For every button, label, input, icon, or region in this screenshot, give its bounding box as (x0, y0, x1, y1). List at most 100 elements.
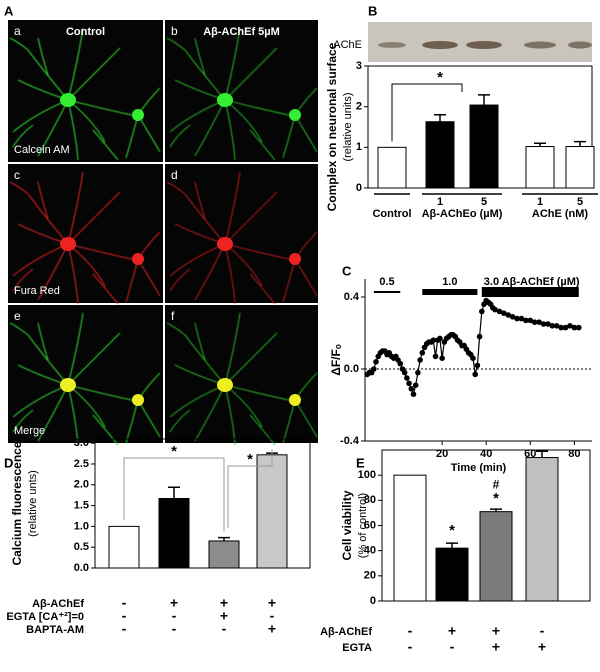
data-point (553, 323, 560, 329)
neuron-soma (289, 109, 301, 121)
bar (525, 146, 555, 189)
data-point (371, 366, 377, 372)
y-tick-label: 3 (356, 60, 362, 72)
image-title: Control (66, 26, 105, 38)
neuron-soma (132, 394, 144, 406)
blot-band (524, 41, 556, 49)
blot-band (378, 42, 406, 48)
condition-mark: + (170, 595, 178, 611)
micrograph (165, 20, 318, 162)
group-label: AChE (nM) (532, 208, 589, 220)
x-tick-label: 1 (537, 196, 543, 208)
bar (208, 540, 240, 569)
data-point (514, 315, 520, 322)
y-axis-label: (% of control) (357, 493, 369, 558)
y-axis-label: Cell viability (340, 490, 354, 560)
y-tick-label: 0.4 (344, 291, 360, 303)
bar (435, 547, 469, 602)
data-point (415, 369, 421, 376)
y-axis-label: ΔF/Fₒ (329, 344, 343, 376)
bar (565, 146, 595, 189)
treatment-period (373, 291, 401, 293)
panel-letter: C (342, 263, 352, 278)
annotation: * (493, 490, 499, 507)
data-point (527, 317, 534, 324)
x-tick-label: 5 (577, 196, 583, 208)
error-bar (446, 542, 458, 549)
bar (158, 498, 190, 569)
y-tick-label: 3.0 (74, 437, 89, 449)
neuron-soma (289, 253, 301, 265)
data-point (472, 371, 478, 378)
x-tick-label: 60 (524, 448, 536, 460)
plot-frame (94, 438, 311, 569)
data-line (366, 299, 579, 397)
y-tick-label: 60 (364, 519, 376, 531)
error-bar (490, 508, 502, 512)
condition-mark: + (448, 623, 456, 639)
neuron-soma (60, 378, 76, 392)
neuron-soma (60, 237, 76, 251)
condition-mark: - (122, 621, 127, 637)
condition-label: EGTA [CA⁺²]=0 (6, 611, 84, 623)
data-point (470, 355, 476, 362)
panel-letter: A (4, 3, 14, 18)
significance-bracket (391, 83, 463, 142)
data-point (501, 310, 507, 317)
y-tick-label: 80 (364, 494, 376, 506)
data-point (540, 321, 547, 327)
neuron-soma (289, 394, 301, 406)
group-label: Aβ-AChEo (µM) (422, 208, 503, 220)
blot-band (422, 41, 458, 49)
image-title: Aβ-AChEf 5µM (203, 26, 280, 38)
data-point (474, 362, 481, 369)
data-point (406, 380, 412, 387)
micrographs: a Control Calcein AM b Aβ-AChEf 5µM c Fura Red… (8, 20, 318, 445)
condition-mark: - (270, 608, 275, 624)
data-point (518, 315, 525, 322)
period-label: 1.0 (442, 276, 457, 288)
data-point (567, 323, 573, 329)
y-tick-label: 1.0 (74, 520, 89, 532)
data-point (408, 386, 415, 392)
data-point (479, 308, 485, 315)
period-label: 3.0 Aβ-AChEf (µM) (484, 276, 580, 288)
x-tick-label: 1 (437, 196, 443, 208)
y-axis-label: Complex on neuronal surface (325, 42, 339, 211)
condition-mark: - (172, 608, 177, 624)
neuron-soma (132, 253, 144, 265)
bar (479, 511, 513, 602)
neuron-soma (60, 93, 76, 107)
data-point (412, 382, 419, 389)
error-bar (478, 94, 490, 106)
panel-letter: E (356, 455, 365, 470)
data-point (419, 350, 426, 356)
data-point (404, 375, 410, 381)
data-point (410, 391, 417, 398)
bar (525, 457, 559, 602)
significance-bracket (123, 457, 225, 532)
image-caption: Calcein AM (14, 144, 70, 156)
bar (256, 454, 288, 569)
x-tick-label: 40 (480, 448, 492, 460)
y-axis-label: (relative units) (342, 92, 354, 161)
data-point (575, 324, 582, 331)
treatment-period (481, 287, 579, 297)
data-point (401, 369, 408, 376)
data-point (492, 306, 498, 313)
condition-mark: - (540, 623, 545, 639)
data-point (417, 357, 423, 363)
data-point (476, 333, 483, 340)
annotation: # (493, 477, 500, 491)
panel-letter: D (4, 455, 13, 470)
data-point (571, 324, 578, 331)
data-point (536, 319, 542, 326)
condition-mark: - (122, 608, 127, 624)
y-tick-label: 0.0 (344, 363, 359, 375)
y-tick-label: 0 (356, 182, 362, 194)
blot-label: AChE (333, 39, 362, 51)
micrograph (8, 20, 163, 162)
y-tick-label: 1 (356, 141, 362, 153)
x-tick-label: 5 (481, 196, 487, 208)
